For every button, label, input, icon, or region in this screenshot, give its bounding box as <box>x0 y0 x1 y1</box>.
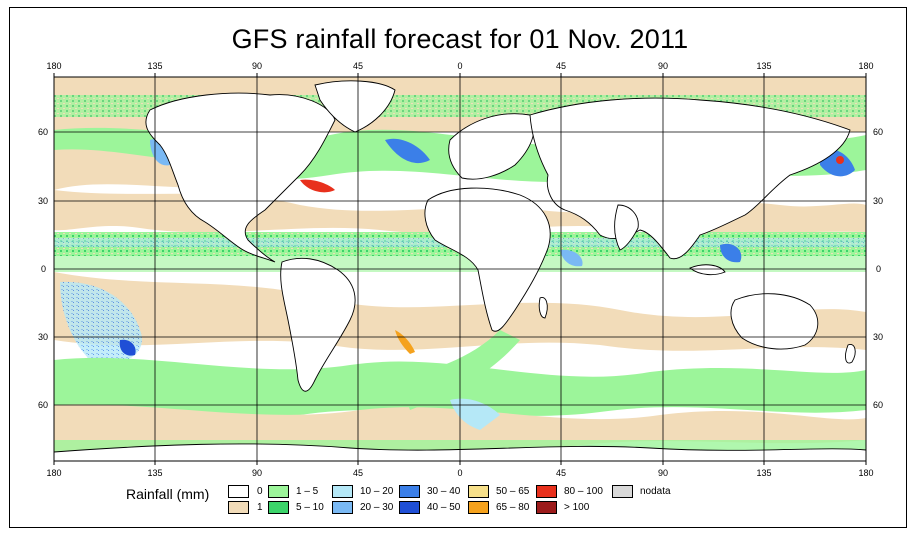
legend-swatch <box>268 501 289 514</box>
lon-tick-bottom: 90 <box>251 468 263 478</box>
lat-tick-left: 30 <box>38 332 49 342</box>
lon-tick-bottom: 180 <box>46 468 62 478</box>
lon-tick-top: 45 <box>555 61 567 71</box>
legend-label: 50 – 65 <box>496 486 530 497</box>
legend-label: 20 – 30 <box>360 502 394 513</box>
legend-swatch <box>536 501 557 514</box>
legend-label: 40 – 50 <box>427 502 461 513</box>
legend-label: 30 – 40 <box>427 486 461 497</box>
legend-label: nodata <box>640 486 671 497</box>
lat-tick-right: 60 <box>873 400 884 410</box>
legend-label: 0 <box>257 486 263 497</box>
legend-swatch <box>228 501 249 514</box>
lat-tick-right: 30 <box>873 332 884 342</box>
lon-tick-top: 45 <box>352 61 364 71</box>
lat-tick-left: 60 <box>38 400 49 410</box>
legend-swatch <box>536 485 557 498</box>
legend-swatch <box>468 485 489 498</box>
lat-tick-left: 60 <box>38 127 49 137</box>
lon-tick-top: 180 <box>46 61 62 71</box>
legend-label: > 100 <box>564 502 590 513</box>
lon-tick-top: 135 <box>147 61 163 71</box>
lon-tick-top: 90 <box>251 61 263 71</box>
legend-swatch <box>468 501 489 514</box>
lat-tick-right: 60 <box>873 127 884 137</box>
lat-tick-left: 30 <box>38 196 49 206</box>
lon-tick-bottom: 135 <box>756 468 772 478</box>
lon-tick-top: 0 <box>457 61 463 71</box>
lat-tick-right: 30 <box>873 196 884 206</box>
legend-label: 65 – 80 <box>496 502 530 513</box>
graticule <box>54 77 866 461</box>
legend-swatch <box>332 485 353 498</box>
map-title: GFS rainfall forecast for 01 Nov. 2011 <box>231 24 689 54</box>
legend-label: 10 – 20 <box>360 486 394 497</box>
legend-title: Rainfall (mm) <box>126 486 210 502</box>
legend-label: 5 – 10 <box>296 502 324 513</box>
figure-frame <box>9 7 907 528</box>
legend-label: 1 – 5 <box>296 486 319 497</box>
lon-tick-bottom: 90 <box>657 468 669 478</box>
legend-label: 80 – 100 <box>564 486 603 497</box>
lon-tick-top: 90 <box>657 61 669 71</box>
legend-swatch <box>612 485 633 498</box>
lon-tick-bottom: 180 <box>858 468 874 478</box>
lon-tick-bottom: 45 <box>555 468 567 478</box>
legend-swatch <box>399 485 420 498</box>
lon-tick-bottom: 45 <box>352 468 364 478</box>
legend-label: 1 <box>257 502 263 513</box>
lon-tick-bottom: 0 <box>457 468 463 478</box>
lon-tick-bottom: 135 <box>147 468 163 478</box>
legend-swatch <box>332 501 353 514</box>
legend-swatch <box>228 485 249 498</box>
lat-tick-left: 0 <box>41 264 47 274</box>
legend-swatch <box>399 501 420 514</box>
lon-tick-top: 135 <box>756 61 772 71</box>
tick-marks <box>53 73 867 465</box>
lat-tick-right: 0 <box>876 264 882 274</box>
lon-tick-top: 180 <box>858 61 874 71</box>
legend-swatch <box>268 485 289 498</box>
